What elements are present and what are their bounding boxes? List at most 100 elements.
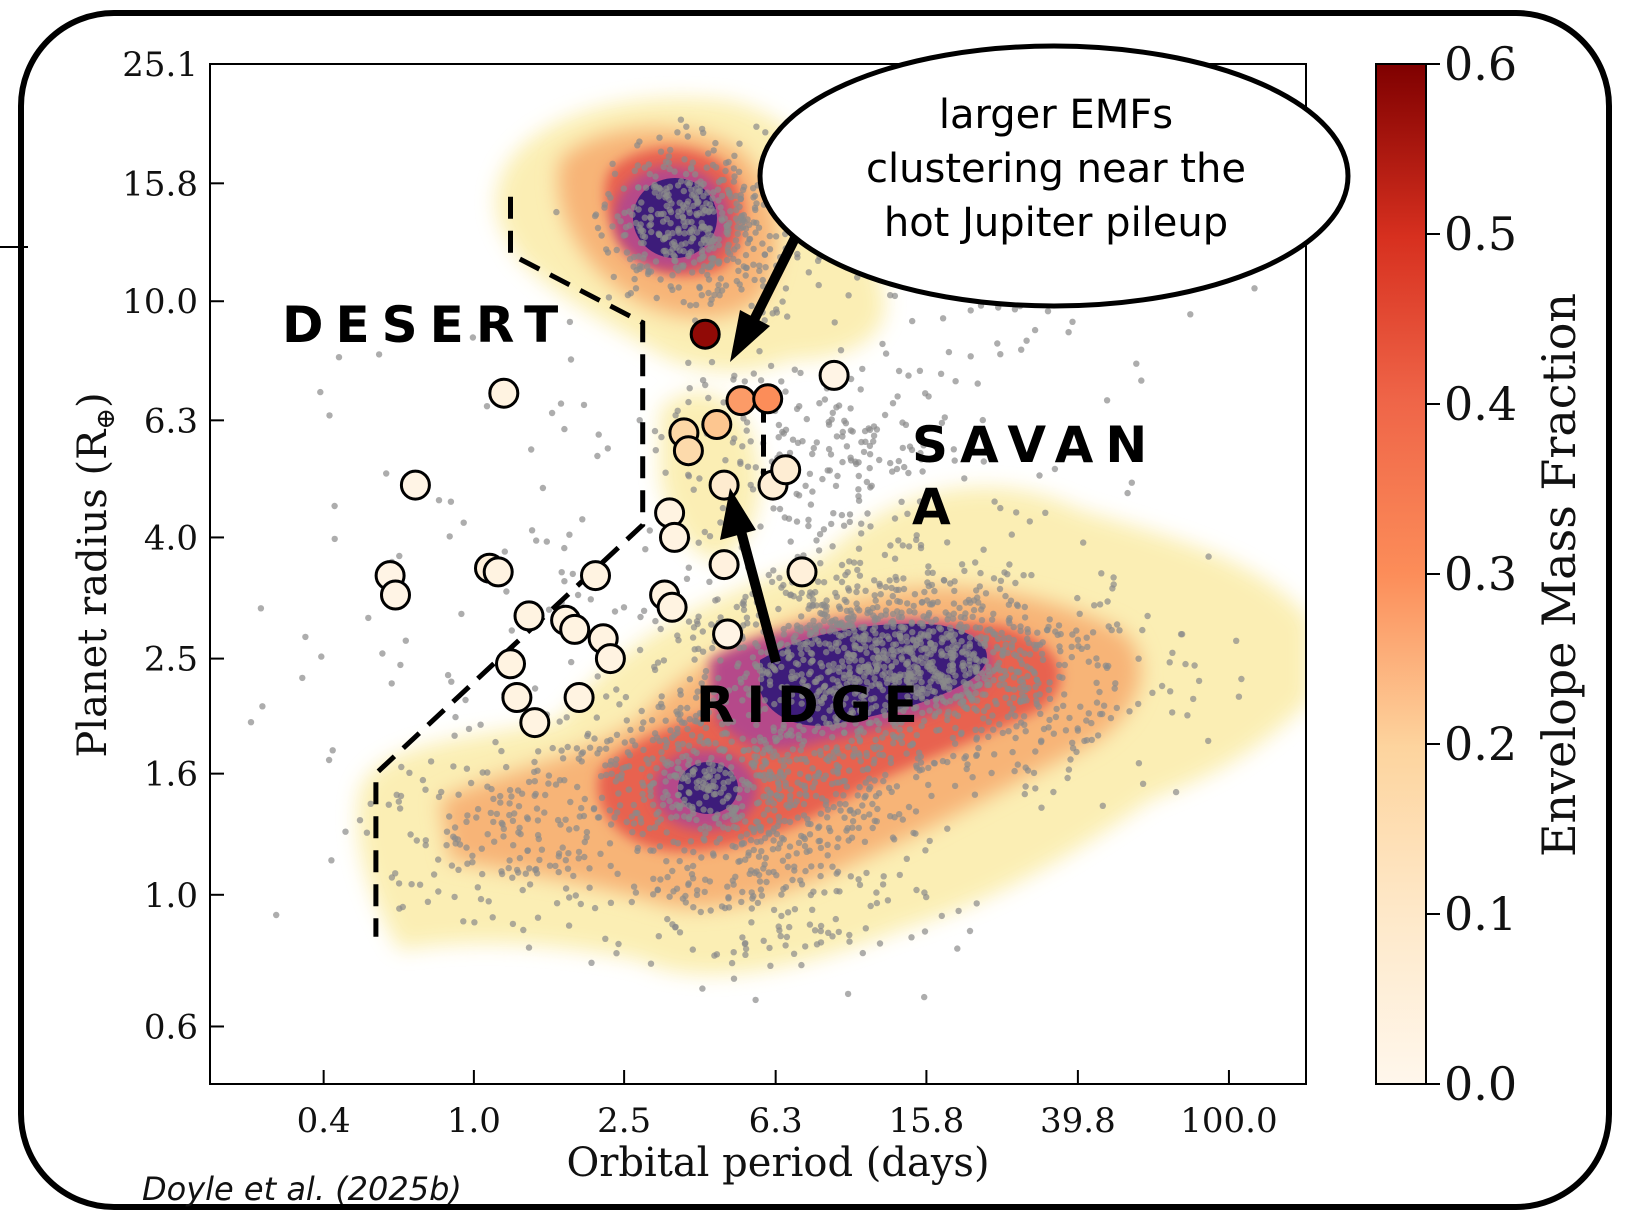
background-point bbox=[557, 400, 565, 407]
background-point bbox=[639, 779, 646, 786]
background-point bbox=[1103, 397, 1111, 404]
background-point bbox=[782, 589, 790, 596]
background-point bbox=[833, 433, 841, 440]
background-point bbox=[657, 876, 664, 883]
background-point bbox=[863, 478, 871, 486]
background-point bbox=[677, 687, 684, 694]
background-point bbox=[1133, 360, 1140, 367]
background-point bbox=[867, 902, 874, 910]
background-point bbox=[786, 758, 793, 765]
background-point bbox=[660, 163, 667, 171]
background-point bbox=[839, 458, 846, 466]
background-point bbox=[975, 658, 983, 665]
background-point bbox=[247, 719, 255, 726]
background-point bbox=[824, 841, 831, 848]
background-point bbox=[777, 932, 784, 940]
background-point bbox=[858, 530, 865, 537]
background-point bbox=[879, 632, 886, 639]
background-point bbox=[867, 719, 874, 726]
background-point bbox=[799, 438, 806, 445]
background-point bbox=[836, 888, 843, 895]
x-tick-label: 2.5 bbox=[597, 1101, 651, 1141]
background-point bbox=[395, 880, 403, 887]
background-point bbox=[1126, 708, 1133, 715]
background-point bbox=[743, 427, 750, 434]
background-point bbox=[817, 862, 824, 870]
background-point bbox=[498, 747, 505, 755]
background-point bbox=[966, 643, 974, 650]
background-point bbox=[966, 634, 974, 641]
background-point bbox=[923, 615, 931, 622]
background-point bbox=[508, 627, 515, 634]
background-point bbox=[632, 219, 640, 227]
background-point bbox=[969, 613, 976, 620]
background-point bbox=[692, 694, 700, 701]
background-point bbox=[896, 673, 903, 681]
background-point bbox=[499, 821, 506, 828]
background-point bbox=[743, 831, 750, 838]
background-point bbox=[973, 736, 980, 743]
highlighted-planet-point bbox=[689, 318, 721, 350]
background-point bbox=[824, 806, 832, 813]
background-point bbox=[698, 680, 705, 687]
background-point bbox=[632, 889, 640, 896]
background-point bbox=[497, 799, 504, 806]
background-point bbox=[335, 354, 343, 361]
background-point bbox=[872, 680, 879, 687]
background-point bbox=[904, 647, 911, 655]
background-point bbox=[772, 738, 779, 745]
background-point bbox=[868, 705, 875, 712]
background-point bbox=[832, 790, 840, 798]
background-point bbox=[897, 716, 904, 724]
background-point bbox=[1042, 509, 1049, 516]
background-point bbox=[880, 650, 887, 657]
background-point bbox=[1021, 721, 1028, 728]
background-point bbox=[694, 759, 702, 766]
background-point bbox=[561, 425, 568, 433]
background-point bbox=[1190, 695, 1197, 703]
background-point bbox=[997, 577, 1005, 584]
background-point bbox=[1060, 702, 1067, 709]
background-point bbox=[826, 707, 833, 714]
frame-edge-stub bbox=[0, 246, 28, 248]
background-point bbox=[795, 839, 803, 846]
background-point bbox=[1022, 764, 1029, 771]
background-point bbox=[855, 472, 862, 480]
background-point bbox=[815, 824, 822, 832]
background-point bbox=[672, 412, 679, 419]
background-point bbox=[749, 654, 757, 661]
background-point bbox=[1055, 661, 1063, 669]
background-point bbox=[742, 945, 750, 953]
background-point bbox=[671, 772, 678, 779]
background-point bbox=[451, 893, 458, 901]
background-point bbox=[671, 253, 678, 260]
background-point bbox=[710, 147, 717, 154]
background-point bbox=[780, 625, 787, 633]
background-point bbox=[877, 591, 884, 598]
background-point bbox=[745, 780, 752, 788]
background-point bbox=[903, 855, 910, 862]
background-point bbox=[824, 852, 831, 859]
background-point bbox=[879, 734, 886, 741]
background-point bbox=[1096, 601, 1104, 608]
background-point bbox=[876, 657, 883, 664]
background-point bbox=[801, 782, 808, 789]
background-point bbox=[654, 659, 662, 666]
background-point bbox=[800, 656, 807, 664]
background-point bbox=[706, 533, 714, 540]
background-point bbox=[657, 625, 664, 633]
background-point bbox=[817, 927, 824, 935]
background-point bbox=[782, 426, 790, 433]
background-point bbox=[966, 691, 973, 698]
background-point bbox=[1036, 691, 1043, 698]
background-point bbox=[903, 638, 911, 645]
y-tick-label: 1.0 bbox=[144, 876, 198, 916]
background-point bbox=[750, 194, 757, 201]
background-point bbox=[721, 813, 729, 821]
background-point bbox=[832, 639, 840, 647]
colorbar-title: Envelope Mass Fraction bbox=[1532, 293, 1586, 857]
background-point bbox=[892, 733, 899, 741]
background-point bbox=[856, 572, 864, 579]
background-point bbox=[838, 578, 846, 586]
background-point bbox=[960, 666, 968, 673]
